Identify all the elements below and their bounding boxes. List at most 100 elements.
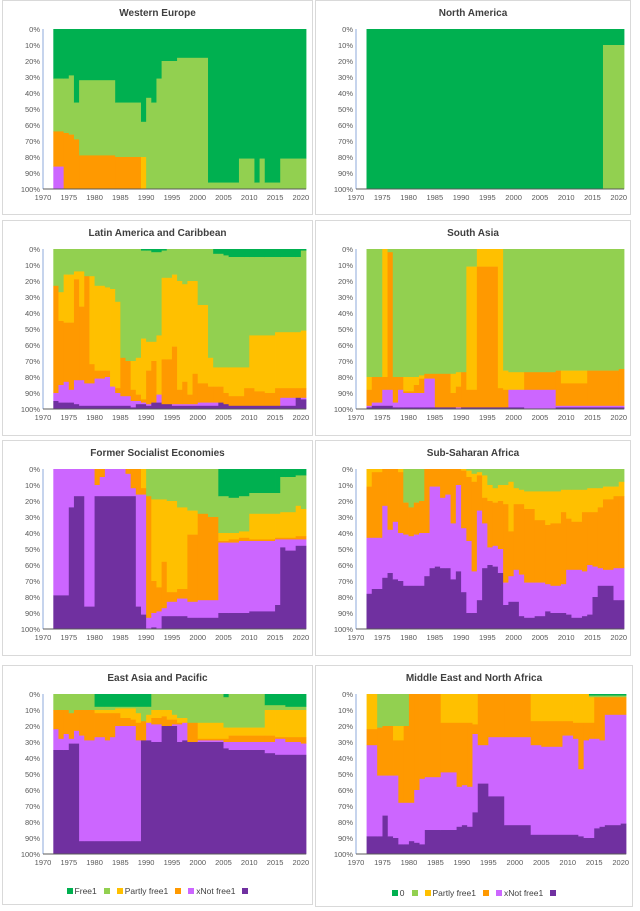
- bar-segment: [476, 472, 483, 476]
- x-tick-label: 2010: [241, 633, 258, 642]
- bar-segment: [424, 694, 442, 778]
- x-tick-label: 2000: [505, 413, 522, 422]
- bar-segment: [146, 740, 152, 855]
- chart-panel-fse: Former Socialist Economies 0% 10% 20% 30% 40%…: [2, 440, 313, 656]
- bar-segment: [161, 716, 168, 727]
- x-tick-label: 2005: [215, 413, 232, 422]
- bar-segment: [280, 405, 297, 410]
- bar-segment: [599, 694, 606, 696]
- bar-segment: [562, 694, 574, 722]
- bar-segment: [146, 496, 152, 619]
- legend-label: 0: [399, 888, 405, 898]
- bar-segment: [104, 710, 111, 714]
- bar-segment: [254, 29, 260, 183]
- bar-segment: [104, 377, 111, 407]
- bar-segment: [578, 722, 585, 770]
- bar-segment: [450, 469, 457, 524]
- bar-segment: [280, 537, 286, 540]
- bar-segment: [110, 694, 116, 708]
- bar-segment: [68, 75, 75, 135]
- bar-segment: [466, 407, 478, 410]
- bar-segment: [264, 249, 276, 258]
- bar-segment: [413, 502, 420, 535]
- y-tick-label: 10%: [338, 41, 353, 50]
- bar-segment: [151, 581, 157, 614]
- bar-segment: [213, 386, 219, 403]
- legend-item: Free1: [66, 886, 97, 896]
- legend-label: Partly free1: [124, 886, 169, 896]
- bar-segment: [264, 705, 276, 711]
- bar-segment: [620, 694, 627, 696]
- bar-segment: [434, 566, 441, 630]
- bar-segment: [285, 754, 302, 855]
- bar-segment: [161, 710, 168, 717]
- chart-panel-ssa: Sub-Saharan Africa 0% 10% 20% 30% 40% 50% 60% 70…: [315, 440, 631, 656]
- bar-segment: [403, 249, 415, 378]
- bar-segment: [228, 735, 266, 743]
- bar-segment: [429, 469, 436, 487]
- bar-segment: [146, 694, 152, 708]
- bar-segment: [228, 469, 240, 499]
- bar-segment: [208, 617, 219, 630]
- bar-segment: [275, 738, 286, 756]
- bar-segment: [280, 397, 297, 407]
- bar-segment: [223, 748, 230, 855]
- bar-segment: [466, 477, 473, 542]
- bar-segment: [424, 469, 430, 534]
- bar-segment: [161, 694, 168, 711]
- bar-segment: [254, 405, 266, 410]
- bar-segment: [487, 565, 494, 630]
- y-tick-label: 100%: [334, 625, 354, 634]
- chart-panel-eap: East Asia and Pacific 0% 10% 20% 30% 40% 50% 60…: [2, 665, 313, 905]
- bar-segment: [171, 719, 178, 725]
- bar-segment: [135, 357, 142, 395]
- bar-segment: [461, 469, 467, 471]
- bar-segment: [594, 694, 600, 696]
- bar-segment: [151, 341, 157, 362]
- y-tick-label: 60%: [338, 121, 353, 130]
- bar-segment: [471, 473, 478, 483]
- bar-segment: [467, 722, 473, 788]
- bar-segment: [177, 742, 183, 855]
- bar-segment: [419, 375, 425, 379]
- bar-segment: [497, 407, 504, 410]
- bar-segment: [208, 600, 219, 619]
- bar-segment: [79, 249, 85, 272]
- bar-segment: [249, 493, 276, 515]
- bar-segment: [592, 597, 599, 630]
- bar-segment: [264, 694, 276, 706]
- bar-segment: [597, 568, 604, 587]
- bar-segment: [140, 721, 147, 741]
- bar-segment: [477, 694, 489, 746]
- bar-segment: [398, 740, 405, 804]
- y-tick-label: 0%: [342, 690, 353, 699]
- bar-segment: [280, 388, 297, 399]
- bar-segment: [73, 249, 80, 272]
- y-tick-label: 50%: [338, 105, 353, 114]
- bar-segment: [280, 332, 297, 389]
- bar-segment: [492, 502, 499, 547]
- bar-segment: [264, 182, 281, 190]
- bar-segment: [566, 469, 572, 491]
- bar-segment: [218, 469, 230, 497]
- bar-segment: [161, 726, 168, 855]
- bar-segment: [115, 708, 121, 714]
- bar-segment: [110, 405, 116, 410]
- bar-segment: [445, 494, 451, 569]
- bar-segment: [166, 726, 173, 855]
- bar-segment: [104, 405, 111, 410]
- bar-segment: [84, 469, 95, 607]
- bar-segment: [285, 742, 302, 756]
- chart-panel-lac: Latin America and Caribbean 0% 10% 20% 30% 40…: [2, 220, 313, 436]
- bar-segment: [84, 606, 95, 630]
- bar-segment: [613, 568, 620, 601]
- x-tick-label: 1970: [348, 858, 365, 867]
- bar-segment: [68, 29, 75, 76]
- y-tick-label: 40%: [338, 529, 353, 538]
- x-tick-label: 1990: [453, 633, 470, 642]
- bar-segment: [578, 836, 585, 855]
- bar-segment: [99, 469, 106, 478]
- bar-segment: [534, 616, 546, 630]
- bar-segment: [223, 738, 230, 743]
- x-tick-label: 1970: [348, 413, 365, 422]
